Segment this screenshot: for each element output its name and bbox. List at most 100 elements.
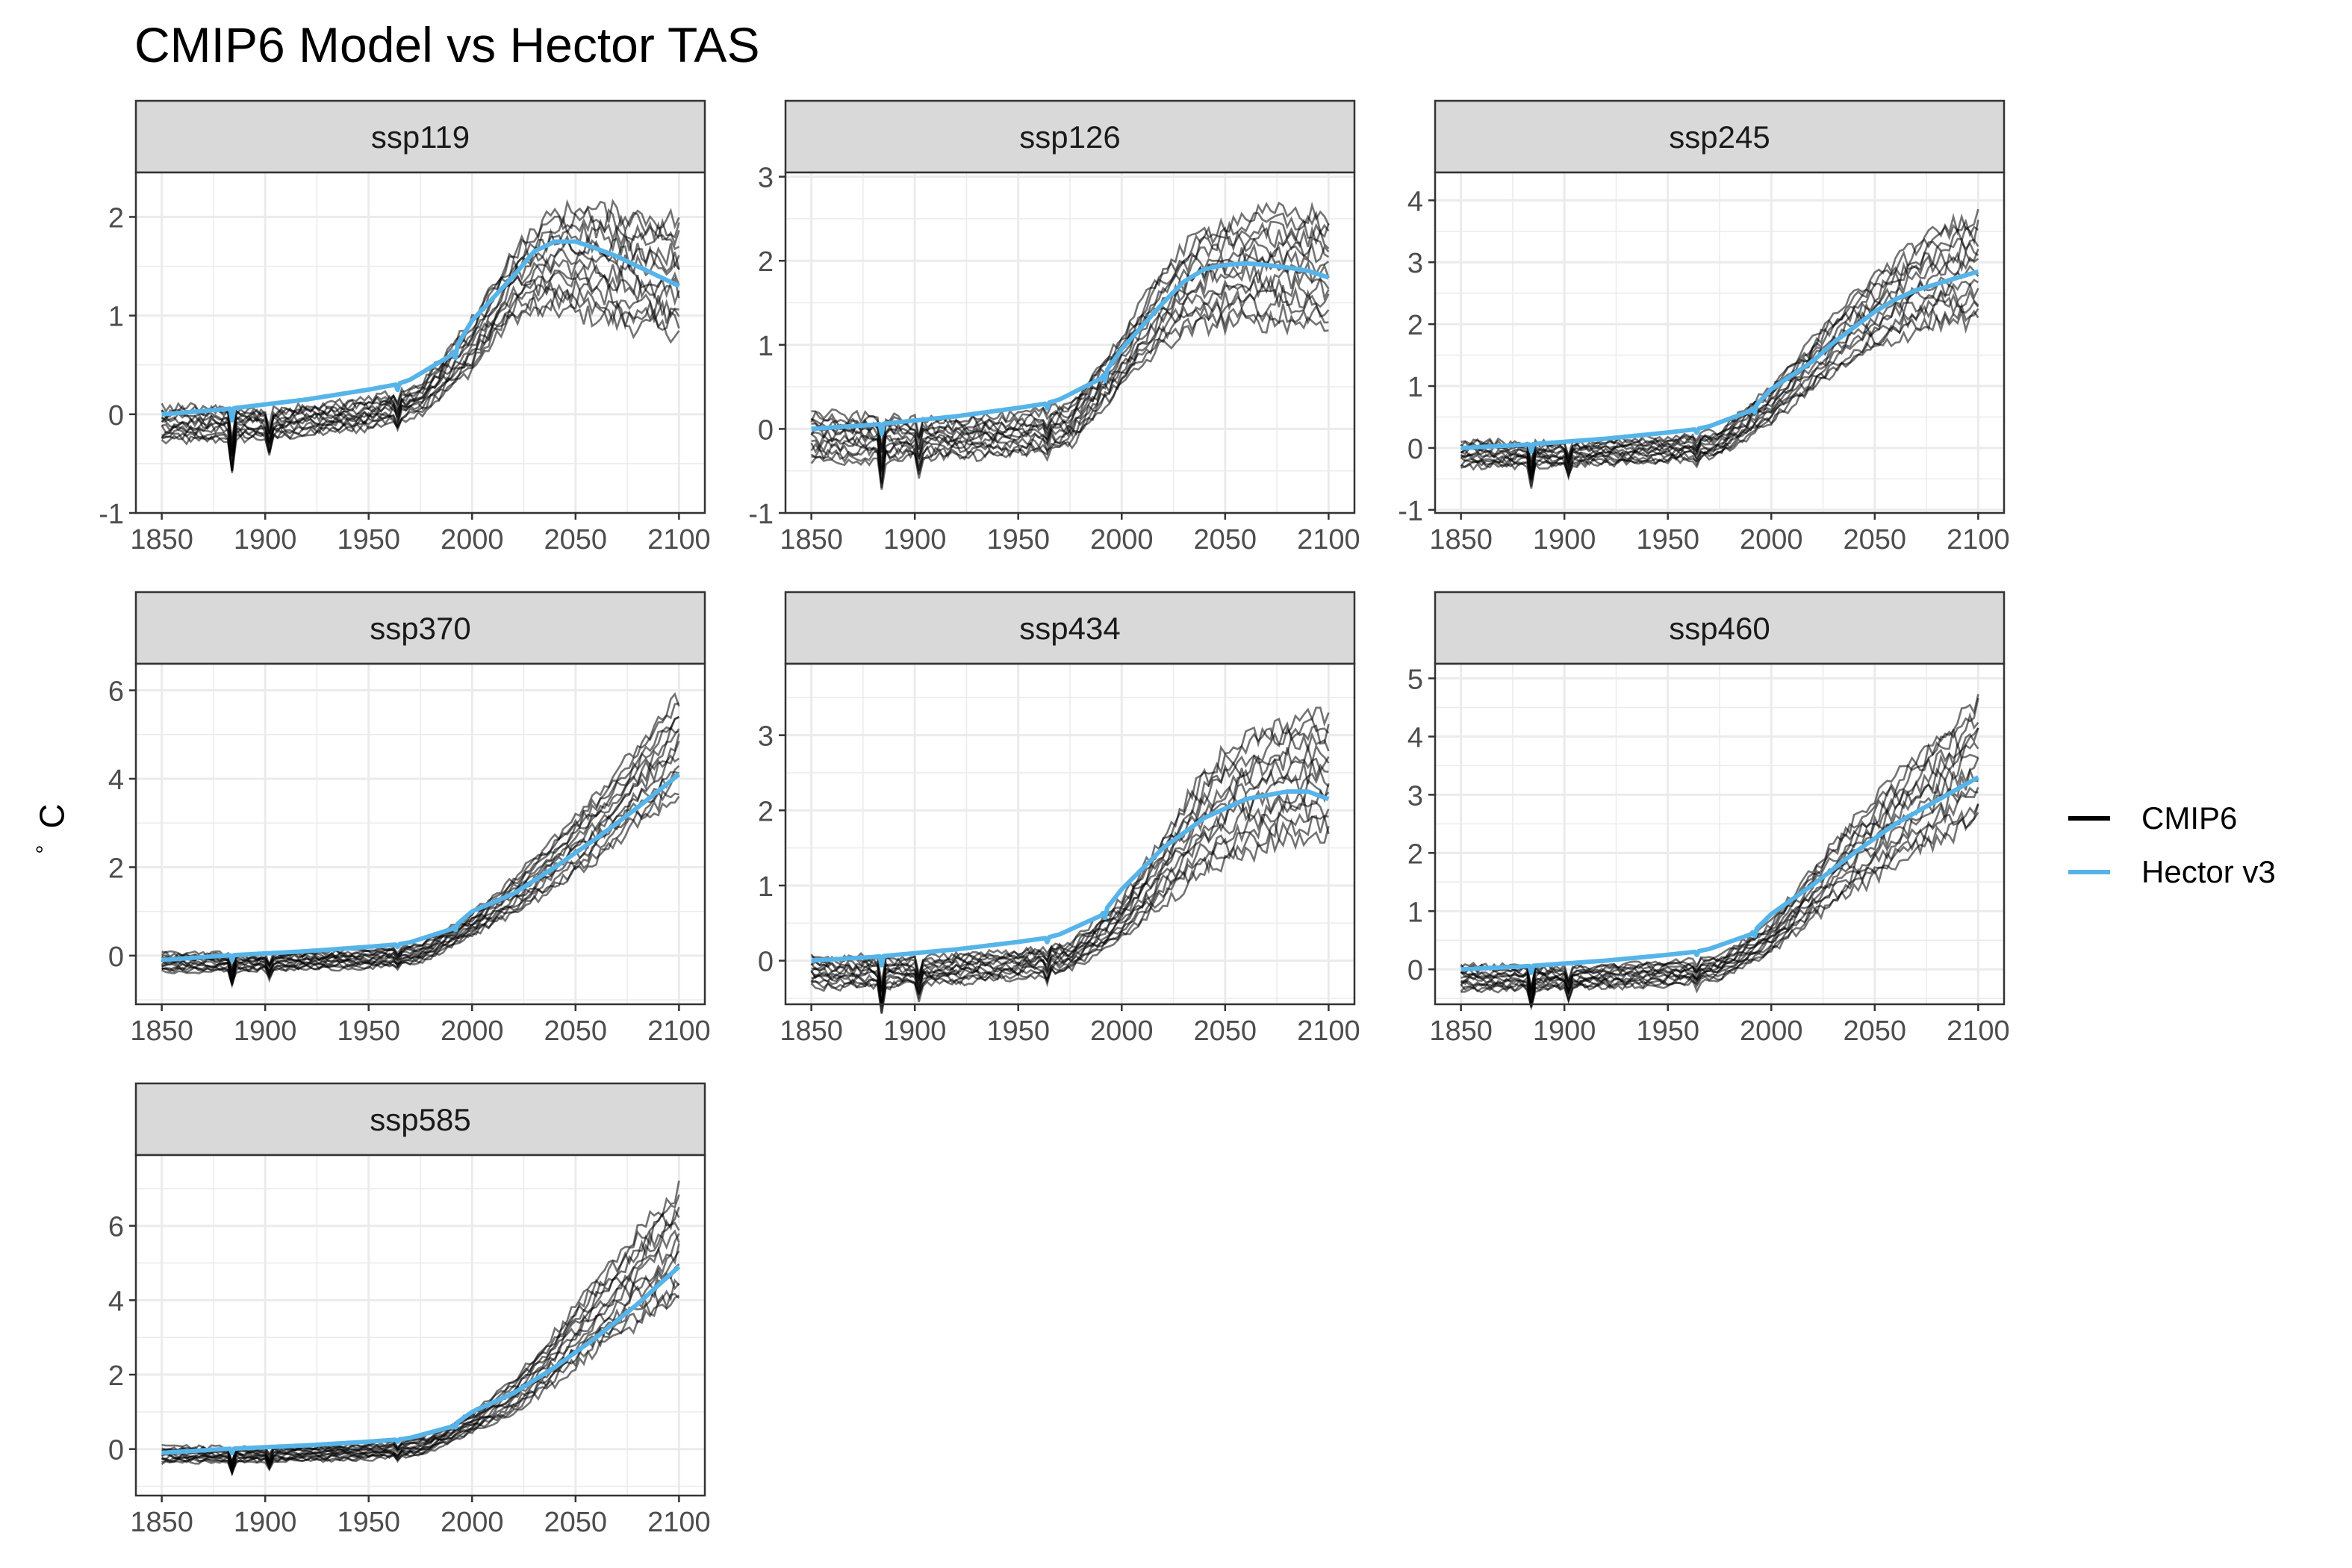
x-tick-label: 2100: [1297, 524, 1360, 556]
y-axis-unit: C: [32, 803, 72, 829]
x-tick-label: 2100: [647, 1507, 711, 1538]
y-tick-label: 0: [1407, 955, 1423, 986]
panel-border: [1434, 662, 2006, 1006]
y-axis-label: °C: [22, 784, 82, 874]
cmip6-model-line: [1460, 264, 1979, 479]
y-tick-label: 5: [1407, 664, 1423, 695]
x-tick-label: 1850: [130, 524, 193, 556]
x-tick-label: 2000: [441, 1015, 504, 1047]
facet-strip: [784, 99, 1356, 174]
y-tick-label: 1: [758, 871, 774, 903]
legend-key-hector: [2068, 870, 2110, 874]
panel-border: [134, 662, 706, 1006]
panel-border: [134, 171, 706, 514]
cmip6-model-line: [161, 223, 679, 451]
panel-ssp370: ssp370 0 2 4 6 1850 1900 1950 2000 2050 2100: [108, 591, 711, 1047]
cmip6-model-line: [810, 259, 1330, 473]
x-tick-label: 2050: [1194, 1015, 1257, 1047]
y-tick-label: 4: [1407, 722, 1423, 753]
x-tick-label: 1950: [337, 1015, 400, 1047]
x-tick-label: 2100: [647, 1015, 711, 1047]
hector-v3-line: [811, 261, 1330, 437]
y-tick-label: 3: [1407, 248, 1423, 279]
y-tick-label: 4: [108, 765, 124, 796]
panel-border: [134, 1154, 706, 1497]
cmip6-model-line: [810, 768, 1330, 1004]
facet-strip: [1434, 99, 2006, 174]
y-tick-label: 3: [758, 721, 774, 753]
cmip6-model-line: [810, 309, 1329, 490]
y-tick-label: -1: [748, 499, 774, 530]
y-tick-label: 3: [1407, 780, 1423, 812]
facet-strip: [134, 99, 706, 174]
cmip6-model-line: [1460, 256, 1979, 475]
cmip6-model-line: [161, 1278, 680, 1477]
x-tick-label: 1950: [986, 1015, 1050, 1047]
x-tick-label: 1900: [234, 524, 297, 556]
cmip6-model-line: [161, 1243, 680, 1471]
facet-strip: [134, 591, 706, 665]
cmip6-model-line: [161, 238, 680, 452]
x-tick-label: 2100: [1947, 524, 2010, 556]
hector-v3-line: [1460, 269, 1979, 454]
cmip6-model-line: [811, 201, 1330, 453]
x-tick-label: 1950: [1636, 524, 1699, 556]
legend-label-hector: Hector v3: [2141, 854, 2276, 889]
x-tick-label: 1850: [130, 1507, 193, 1538]
y-tick-label: 1: [1407, 897, 1423, 928]
panel-ssp245: ssp245 -1 0 1 2 3 4 1850 1900 1950 2000 2050 2100: [1398, 99, 2010, 556]
x-tick-label: 2000: [1740, 1015, 1803, 1047]
y-tick-label: 2: [108, 1360, 124, 1392]
y-tick-label: 0: [758, 414, 774, 446]
y-tick-label: 2: [758, 246, 774, 278]
x-tick-label: 2050: [544, 1015, 608, 1047]
hector-v3-line: [811, 789, 1330, 968]
x-tick-label: 1850: [1429, 524, 1493, 556]
x-tick-label: 2000: [441, 524, 504, 556]
facet-strip-label: ssp245: [1669, 119, 1770, 155]
cmip6-model-line: [1460, 697, 1979, 989]
cmip6-model-line: [811, 811, 1329, 1007]
x-tick-label: 2100: [1297, 1015, 1360, 1047]
legend-item-hector: Hector v3: [2068, 845, 2276, 899]
x-tick-label: 1850: [780, 524, 843, 556]
x-tick-label: 2050: [544, 1507, 608, 1538]
panel-ssp119: ssp119 -1 0 1 2 1850 1900 1950 2000 2050 2100: [99, 99, 711, 556]
y-tick-label: 2: [108, 202, 124, 234]
y-tick-label: 0: [108, 1435, 124, 1466]
y-tick-label: 0: [108, 400, 124, 432]
x-tick-label: 2050: [544, 524, 608, 556]
legend-label-cmip6: CMIP6: [2141, 800, 2238, 836]
x-tick-label: 2050: [1844, 1015, 1907, 1047]
facet-strip-label: ssp370: [370, 611, 470, 646]
x-tick-label: 1950: [337, 524, 400, 556]
hector-v3-line: [161, 1265, 681, 1456]
y-tick-label: 2: [758, 796, 774, 827]
x-tick-label: 1900: [883, 1015, 947, 1047]
y-tick-label: 0: [108, 942, 124, 973]
y-tick-label: 6: [108, 1212, 124, 1243]
y-tick-label: 4: [1407, 186, 1423, 217]
facet-strip-label: ssp585: [370, 1102, 470, 1137]
x-tick-label: 2100: [1947, 1015, 2010, 1047]
hector-v3-line: [1460, 775, 1979, 975]
facet-strip-label: ssp126: [1019, 119, 1120, 155]
facet-strip: [784, 591, 1356, 665]
panel-ssp126: ssp126 -1 0 1 2 3 1850 1900 1950 2000 2050 2100: [748, 99, 1360, 556]
y-tick-label: -1: [1398, 496, 1423, 527]
degree-symbol: °: [32, 844, 57, 854]
y-tick-label: 4: [108, 1286, 124, 1317]
x-tick-label: 2000: [441, 1507, 504, 1538]
x-tick-label: 1850: [130, 1015, 193, 1047]
cmip6-model-line: [811, 706, 1330, 983]
x-tick-label: 1850: [1429, 1015, 1493, 1047]
y-tick-label: 1: [108, 302, 124, 333]
panel-ssp460: ssp460 0 1 2 3 4 5 1850 1900 1950 2000 2050 2100: [1407, 591, 2010, 1047]
y-tick-label: -1: [99, 499, 124, 530]
y-tick-label: 2: [1407, 839, 1423, 870]
cmip6-model-line: [161, 298, 680, 471]
x-tick-label: 1950: [986, 524, 1050, 556]
x-tick-label: 2100: [647, 524, 711, 556]
y-tick-label: 1: [1407, 372, 1423, 403]
